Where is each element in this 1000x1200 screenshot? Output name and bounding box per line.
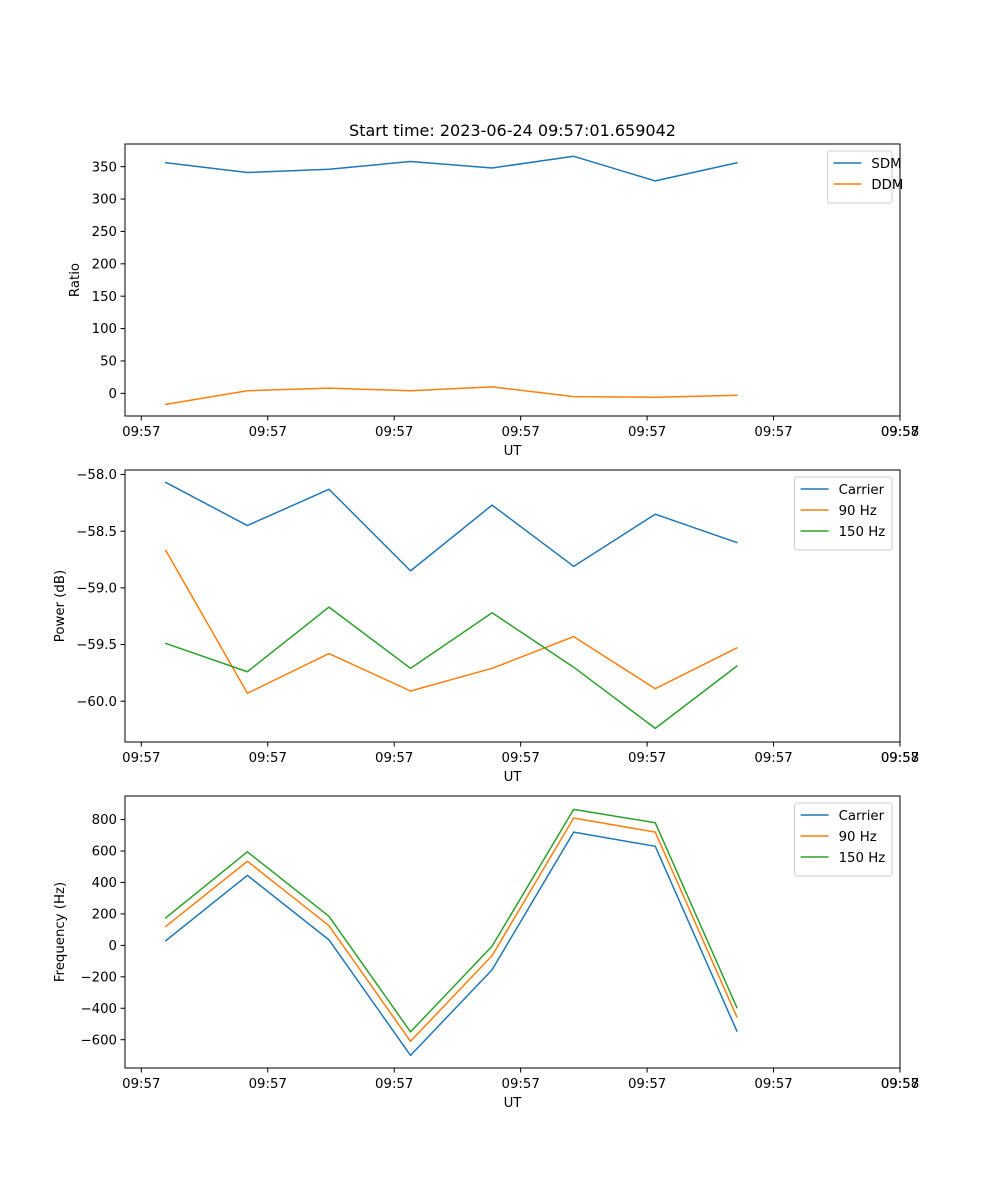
y-tick-label: 600 [92,845,117,860]
x-tick-label: 09:57 [375,751,413,766]
x-tick-label: 09:57 [122,1077,160,1092]
y-tick-label: −59.0 [76,581,117,596]
axes-frame [124,143,901,417]
x-tick-label: 09:58 [881,1077,919,1092]
x-tick-label: 09:57 [501,1077,539,1092]
x-tick-label: 09:57 [628,1077,666,1092]
x-tick-label: 09:57 [375,425,413,440]
series-line-carrier [164,481,738,572]
y-axis-label: Ratio [68,263,83,297]
y-tick-label: 200 [92,908,117,923]
x-tick-label: 09:57 [249,751,287,766]
x-tick-label: 09:57 [501,425,539,440]
y-tick-label: 150 [92,290,117,305]
y-tick-label: 400 [92,876,117,891]
y-tick-label: 0 [109,939,117,954]
y-tick-label: −58.5 [76,525,117,540]
legend: SDM DDM [826,150,903,204]
y-tick-label: −59.5 [76,638,117,653]
y-tick-label: −400 [80,1002,117,1017]
y-axis-label: Frequency (Hz) [53,882,68,982]
chart-panel-2: 09:57 09:57 09:57 09:57 09:57 09:57 09:5709:58… [53,468,919,785]
series-line-150-hz [164,606,738,730]
y-tick-label: 0 [109,387,117,402]
chart-panel-3: 09:57 09:57 09:57 09:57 09:57 09:57 09:5709:58… [53,795,919,1111]
y-tick-label: −200 [80,970,117,985]
x-tick-label: 09:57 [249,425,287,440]
y-tick-label: −600 [80,1033,117,1048]
legend-frame [826,150,893,204]
legend-entry: 90 Hz [839,504,877,519]
x-tick-label: 09:57 [754,425,792,440]
y-tick-label: 250 [92,225,117,240]
y-axis-label: Power (dB) [53,570,68,642]
legend-entry: DDM [871,178,903,193]
x-tick-label: 09:57 [628,425,666,440]
series-line-ddm [164,386,738,406]
x-tick-label: 09:57 [628,751,666,766]
series-line-90-hz [164,549,738,695]
series-line-150-hz [164,808,738,1033]
legend: Carrier 90 Hz 150 Hz [794,476,893,551]
series-line-90-hz [164,817,738,1043]
legend-entry: 150 Hz [839,525,886,540]
axes-frame [124,469,901,743]
x-tick-label: 09:57 [122,751,160,766]
x-tick-label: 09:57 [501,751,539,766]
legend-entry: Carrier [839,483,885,498]
series-line-sdm [164,155,738,182]
legend-entry: SDM [871,157,901,172]
legend: Carrier 90 Hz 150 Hz [794,802,893,877]
x-tick-label: 09:57 [881,1077,919,1092]
x-axis-label: UT [504,444,523,459]
legend-entry: 90 Hz [839,830,877,845]
x-tick-label: 09:58 [881,425,919,440]
x-tick-label: 09:57 [122,425,160,440]
x-axis-label: UT [504,770,523,785]
legend-entry: Carrier [839,809,885,824]
x-tick-label: 09:57 [754,1077,792,1092]
x-tick-label: 09:58 [881,751,919,766]
legend-entry: 150 Hz [839,851,886,866]
axes-frame [124,795,901,1069]
chart-panel-1: Start time: 2023-06-24 09:57:01.659042 09… [68,121,919,459]
y-tick-label: −58.0 [76,468,117,483]
y-tick-label: 100 [92,322,117,337]
series-line-carrier [164,831,738,1057]
chart-title: Start time: 2023-06-24 09:57:01.659042 [349,121,676,140]
y-tick-label: 350 [92,160,117,175]
x-tick-label: 09:57 [881,751,919,766]
x-tick-label: 09:57 [375,1077,413,1092]
y-tick-label: 800 [92,813,117,828]
x-tick-label: 09:57 [754,751,792,766]
x-tick-label: 09:57 [881,425,919,440]
y-tick-label: 200 [92,257,117,272]
y-tick-label: −60.0 [76,695,117,710]
y-tick-label: 300 [92,193,117,208]
y-tick-label: 50 [100,355,117,370]
x-tick-label: 09:57 [249,1077,287,1092]
x-axis-label: UT [504,1096,523,1111]
